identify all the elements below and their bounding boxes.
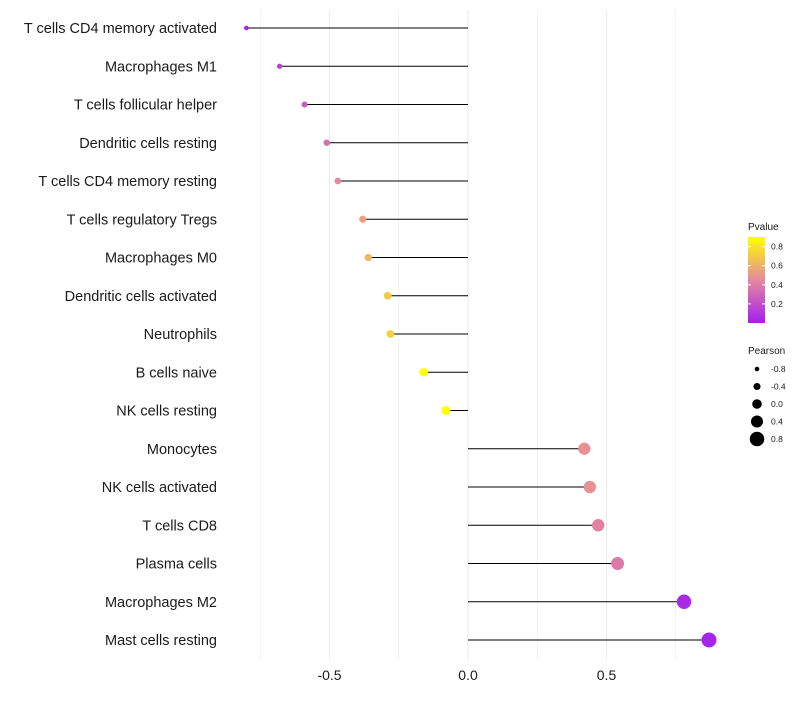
lollipop-point xyxy=(419,367,428,377)
point-layer xyxy=(244,25,717,648)
pearson-legend-key xyxy=(749,431,765,447)
category-label: Plasma cells xyxy=(136,557,217,573)
pearson-legend: Pearson -0.8 -0.4 0.0 0.4 0.8 xyxy=(748,346,786,447)
lollipop-point xyxy=(244,25,249,31)
lollipop-point xyxy=(359,215,367,223)
pvalue-legend-label: 0.6 xyxy=(771,261,783,271)
category-label: Monocytes xyxy=(147,442,217,458)
category-label: T cells CD4 memory activated xyxy=(24,21,217,37)
lollipop-point xyxy=(383,291,392,300)
pearson-legend-label: -0.4 xyxy=(771,382,786,392)
pearson-legend-key xyxy=(750,415,764,428)
category-label: NK cells activated xyxy=(102,480,217,496)
pearson-legend-label: 0.4 xyxy=(771,417,783,427)
pvalue-legend: Pvalue 0.2 0.4 0.6 0.8 xyxy=(748,222,783,323)
pearson-legend-label: 0.0 xyxy=(771,399,783,409)
pvalue-legend-title: Pvalue xyxy=(748,222,779,233)
pearson-legend-key xyxy=(753,382,761,391)
grid-layer xyxy=(259,10,677,660)
category-label: Mast cells resting xyxy=(105,633,217,649)
category-label: Dendritic cells activated xyxy=(65,289,217,305)
category-label: T cells regulatory Tregs xyxy=(67,212,217,228)
lollipop-point xyxy=(676,594,692,609)
lollipop-point xyxy=(386,330,395,338)
category-labels: T cells CD4 memory activated Macrophages … xyxy=(24,21,217,649)
lollipop-point xyxy=(323,139,330,146)
x-tick-label: -0.5 xyxy=(317,667,341,683)
category-label: T cells CD8 xyxy=(142,518,217,534)
pvalue-colorbar xyxy=(748,237,765,323)
pearson-legend-title: Pearson xyxy=(748,346,785,357)
category-label: NK cells resting xyxy=(116,404,217,420)
category-label: Macrophages M2 xyxy=(105,595,217,611)
stem-layer xyxy=(246,27,709,641)
lollipop-point xyxy=(441,405,451,416)
pearson-legend-key xyxy=(752,399,762,409)
pearson-legend-label: 0.8 xyxy=(771,434,783,444)
category-label: T cells CD4 memory resting xyxy=(38,174,217,190)
category-label: T cells follicular helper xyxy=(74,98,217,114)
lollipop-point xyxy=(578,442,591,455)
lollipop-point xyxy=(364,253,372,262)
category-label: Dendritic cells resting xyxy=(79,136,217,152)
pearson-legend-label: -0.8 xyxy=(771,364,786,374)
pvalue-legend-ticks: 0.2 0.4 0.6 0.8 xyxy=(748,242,783,309)
category-label: Neutrophils xyxy=(144,327,217,343)
x-tick-label: 0.5 xyxy=(597,667,617,683)
pearson-legend-keys: -0.8 -0.4 0.0 0.4 0.8 xyxy=(749,364,786,447)
pvalue-legend-label: 0.2 xyxy=(771,299,783,309)
lollipop-point xyxy=(276,63,283,69)
x-tick-label: 0.0 xyxy=(458,667,478,683)
lollipop-point xyxy=(701,632,717,648)
lollipop-point xyxy=(611,557,625,570)
category-label: Macrophages M0 xyxy=(105,251,217,267)
lollipop-point xyxy=(334,177,342,185)
lollipop-point xyxy=(301,101,308,108)
pearson-legend-key xyxy=(754,366,760,372)
x-axis-tick-labels: -0.5 0.0 0.5 xyxy=(317,667,616,683)
category-label: B cells naive xyxy=(136,365,217,381)
pvalue-legend-label: 0.8 xyxy=(771,242,783,252)
category-label: Macrophages M1 xyxy=(105,59,217,75)
pvalue-legend-label: 0.4 xyxy=(771,280,783,290)
lollipop-point xyxy=(591,519,605,532)
lollipop-point xyxy=(583,480,597,494)
